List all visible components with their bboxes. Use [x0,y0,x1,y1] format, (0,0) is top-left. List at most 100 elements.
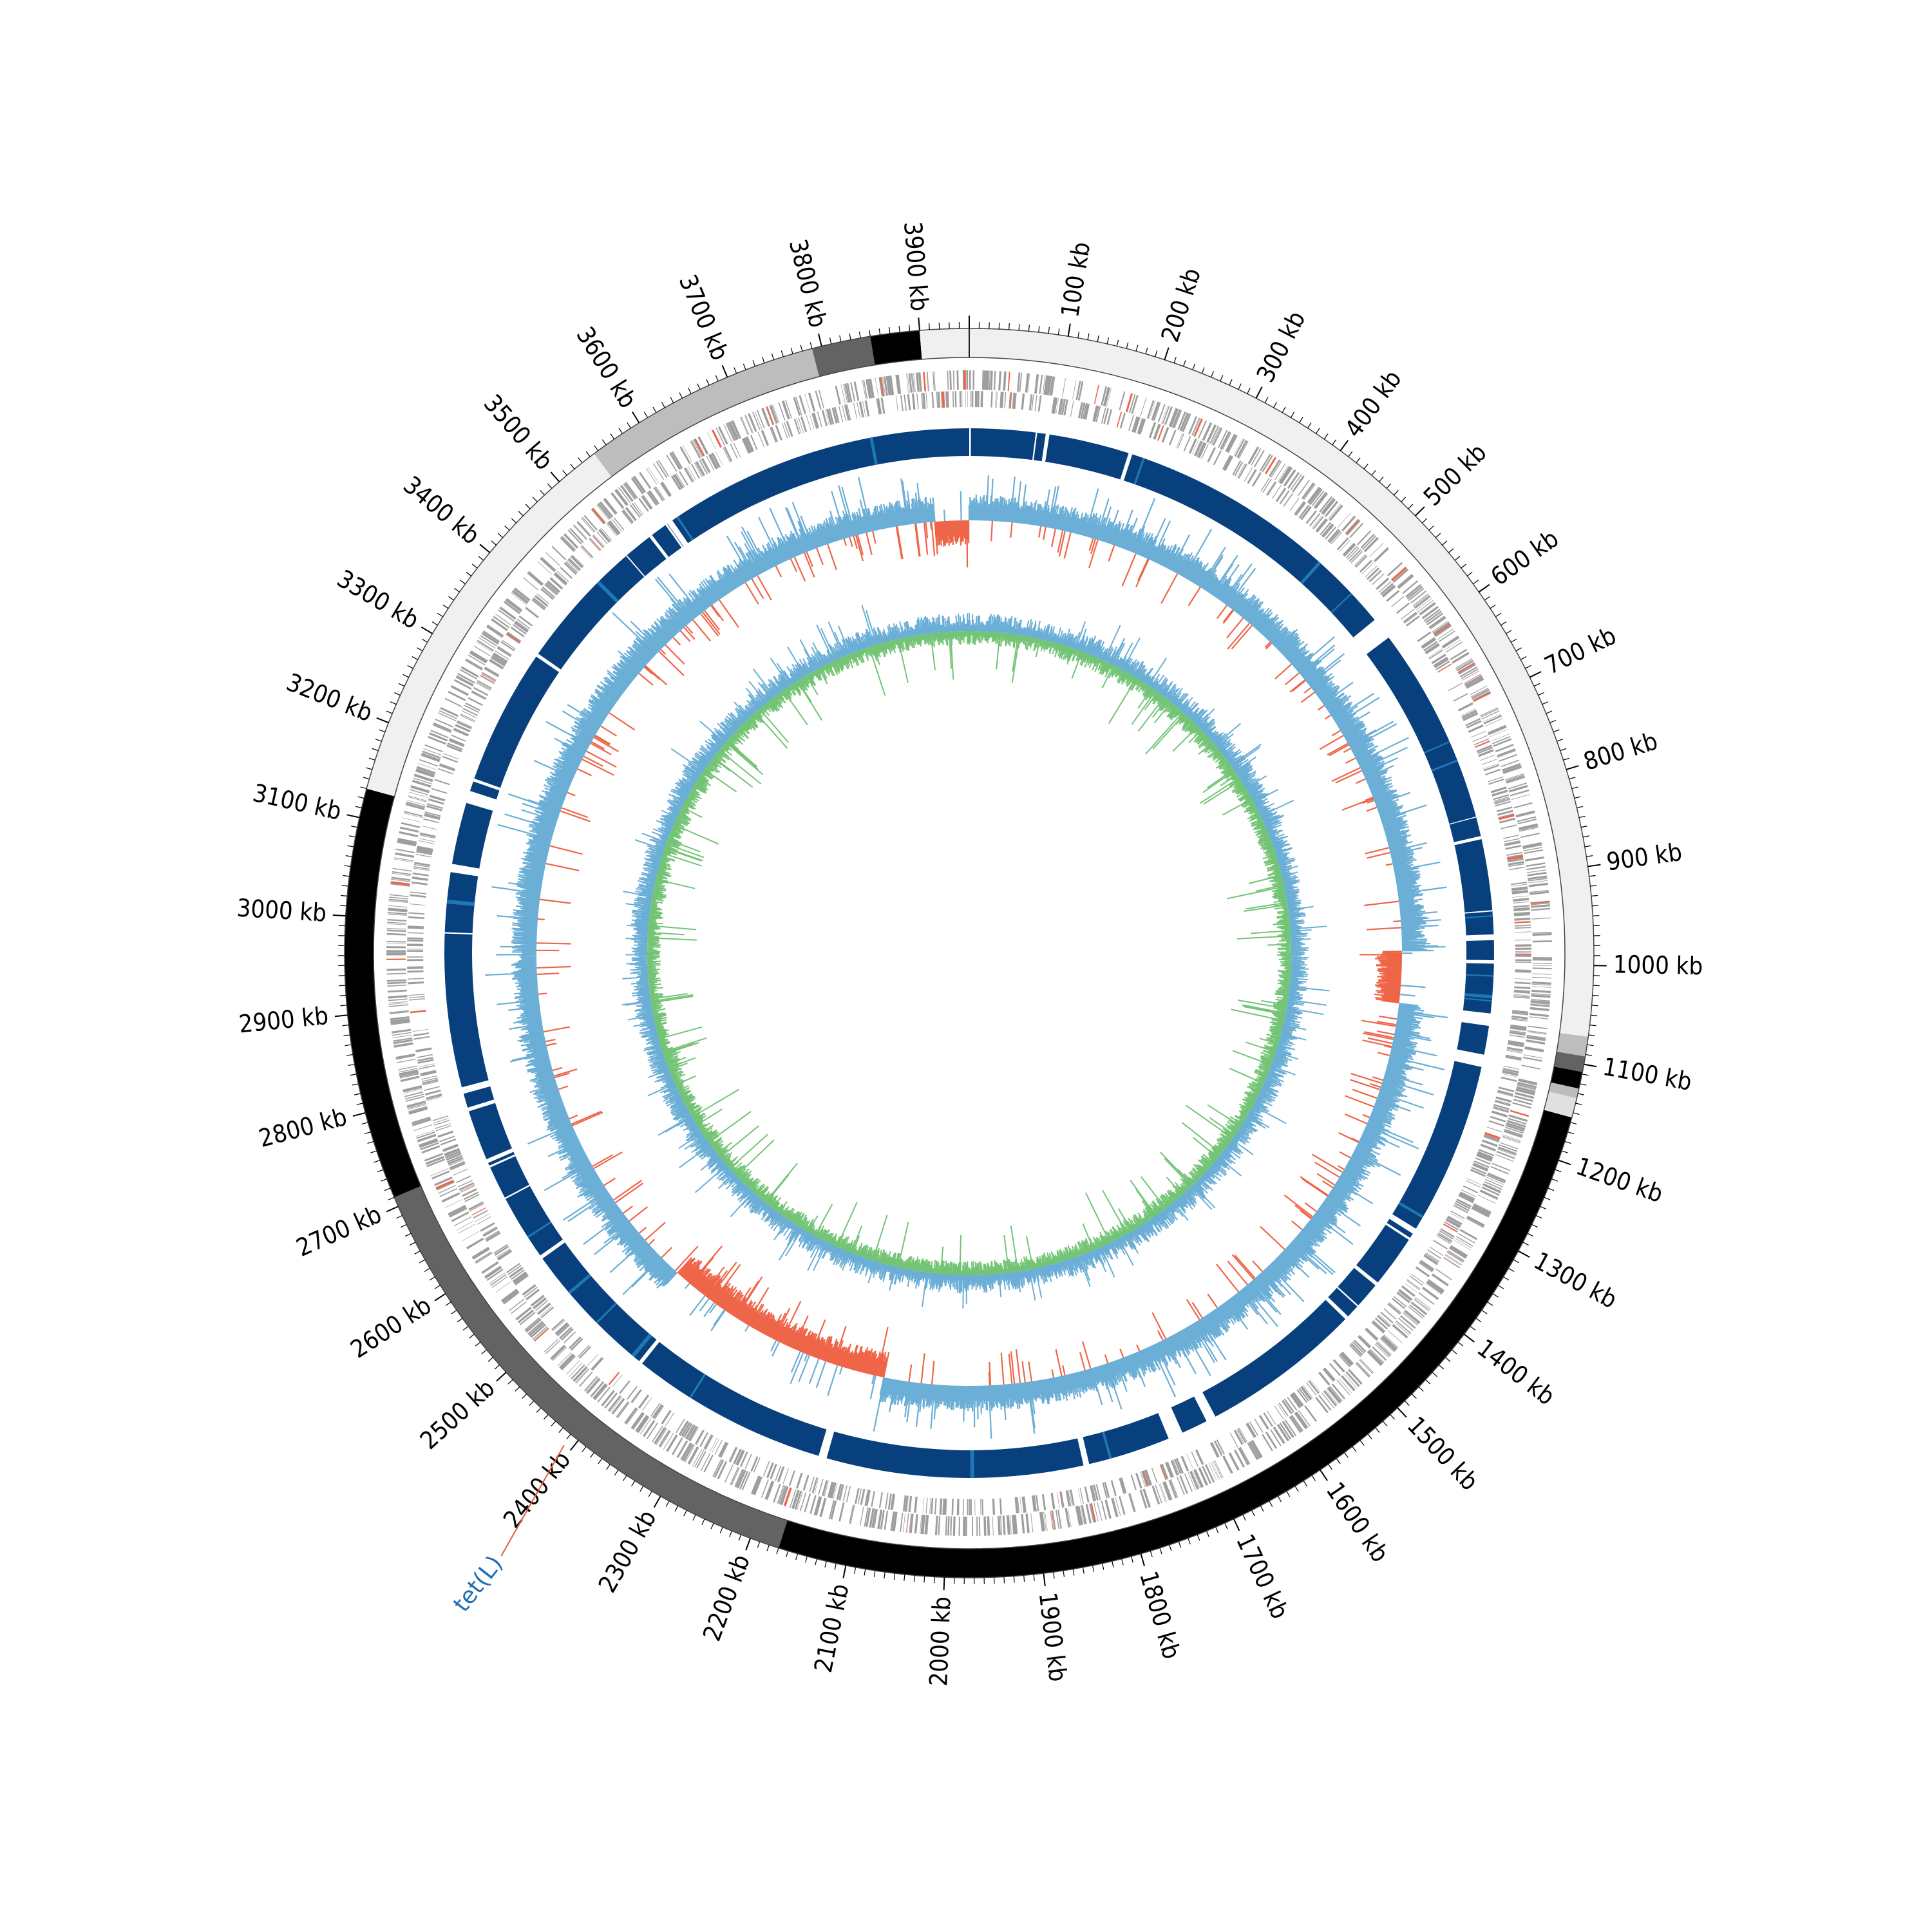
cds-feature [475,1251,492,1263]
cds-feature [390,1016,410,1019]
cds-feature [1343,1373,1358,1388]
cds-feature [1471,1166,1487,1175]
minor-tick [1563,757,1570,761]
cds-feature [419,1065,435,1070]
cds-feature [1289,497,1300,511]
minor-tick [585,451,591,457]
cds-feature [1524,856,1544,862]
cds-feature [403,1088,422,1094]
cds-feature [1296,1389,1308,1403]
cds-feature [1496,806,1513,813]
cds-feature [638,497,649,512]
cds-feature [692,440,703,458]
cds-feature [1476,744,1492,753]
cds-feature [401,822,421,828]
cds-feature [857,402,861,419]
cds-feature [407,943,424,947]
cds-feature [621,510,632,524]
cds-feature [1014,1514,1018,1535]
cds-feature [397,838,417,844]
cds-feature [619,1380,630,1394]
cds-feature [1423,1255,1438,1265]
cds-feature [1478,1195,1496,1204]
minor-tick [466,571,472,576]
minor-tick [354,1093,361,1095]
minor-tick [343,1034,350,1036]
cds-feature [574,524,588,540]
cds-feature [1082,402,1087,419]
cds-feature [987,1516,989,1536]
major-tick [496,1372,507,1382]
minor-tick [1247,388,1251,394]
cds-feature [444,1199,463,1208]
cds-feature [1435,1268,1452,1280]
cds-feature [658,460,670,477]
cds-feature [1339,539,1351,552]
minor-tick [1063,1570,1065,1577]
cds-feature [1283,1398,1294,1413]
homology-stripe [1120,453,1133,481]
cds-feature [795,396,802,415]
minor-tick [1048,327,1050,334]
cds-feature [1453,1205,1468,1214]
homology-block [672,428,969,544]
cds-feature [392,871,412,875]
minor-tick [1242,1514,1246,1521]
cds-feature [1454,1240,1471,1251]
cds-feature [666,455,677,472]
cds-feature [1306,1382,1317,1396]
cds-feature [597,502,612,520]
gc-skew-negative [536,520,1403,1386]
minor-tick [1352,1446,1357,1452]
gc-skew-positive [485,475,1448,1439]
annotation-leader-line [500,1444,565,1557]
cds-feature [1526,1034,1546,1039]
cds-feature [1455,1200,1471,1209]
cds-feature [1489,729,1508,737]
cds-feature [1495,1154,1514,1162]
cds-feature [1238,1447,1249,1466]
homology-block [971,428,1375,638]
cds-feature [1381,584,1396,597]
cds-feature [696,1450,706,1469]
cds-feature [831,1482,837,1499]
cds-feature [695,462,704,477]
cds-feature [1065,1508,1070,1528]
cds-feature [1502,762,1521,772]
cds-feature [1034,395,1037,412]
cds-feature [1303,484,1316,500]
cds-feature [829,1482,836,1499]
cds-feature [799,395,806,415]
cds-feature [387,913,408,916]
minor-tick [379,729,386,733]
cds-feature [394,857,413,862]
minor-tick [1303,1481,1307,1487]
cds-feature [388,998,408,1001]
cds-feature [1446,1251,1464,1262]
cds-feature [428,798,444,804]
tick-label: 100 kb [1056,240,1095,319]
cds-feature [437,1130,453,1137]
minor-tick [345,855,352,857]
homology-stripe [1466,960,1494,964]
cds-feature [806,415,811,431]
cds-feature [836,1483,842,1500]
cds-feature [1472,690,1491,701]
cds-feature [502,1291,519,1303]
cds-feature [1415,1266,1430,1278]
cds-feature [942,391,945,408]
cds-feature [1189,1470,1200,1490]
cds-feature [821,410,828,426]
cds-feature [1515,978,1531,980]
cds-feature [871,1508,876,1528]
cds-feature [1444,1221,1459,1231]
cds-feature [1093,1484,1099,1501]
cds-feature [1456,1198,1472,1208]
cds-feature [983,1516,987,1536]
cds-feature [1504,1130,1523,1138]
cds-feature [804,393,811,413]
minor-tick [1116,339,1119,346]
cds-feature [1515,969,1531,971]
cds-feature [659,1430,671,1448]
cds-feature [448,691,466,701]
